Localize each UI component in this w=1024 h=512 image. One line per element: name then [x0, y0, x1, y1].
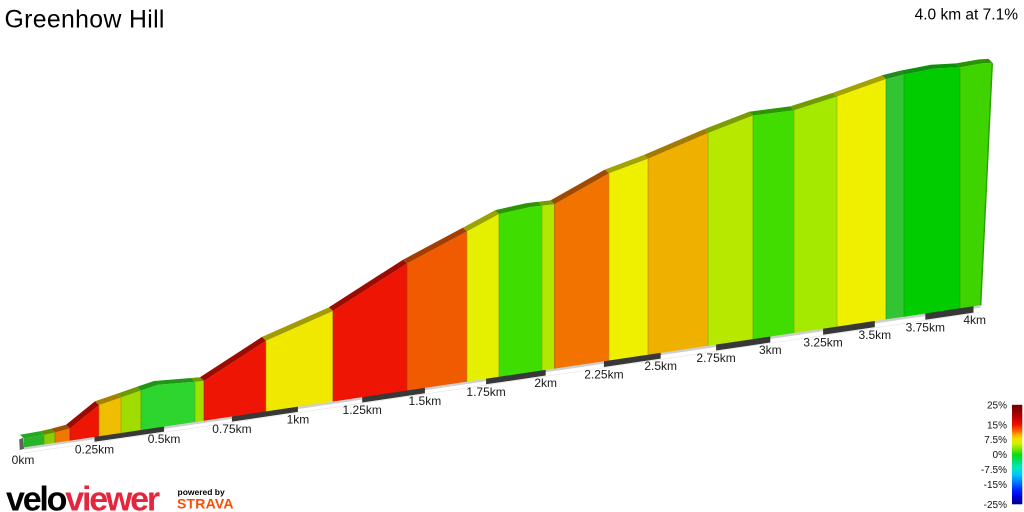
- svg-text:3.5km: 3.5km: [858, 328, 891, 342]
- svg-text:3.25km: 3.25km: [803, 335, 842, 349]
- svg-text:0.25km: 0.25km: [75, 442, 114, 456]
- svg-text:2km: 2km: [534, 376, 557, 390]
- svg-text:3km: 3km: [759, 343, 782, 357]
- svg-text:1.75km: 1.75km: [466, 385, 505, 399]
- svg-text:0.5km: 0.5km: [148, 432, 181, 446]
- svg-text:-25%: -25%: [984, 500, 1007, 511]
- svg-text:1km: 1km: [287, 413, 310, 427]
- svg-text:2.25km: 2.25km: [584, 368, 623, 382]
- svg-text:3.75km: 3.75km: [906, 320, 945, 334]
- svg-text:25%: 25%: [987, 400, 1007, 411]
- svg-text:0km: 0km: [12, 453, 35, 467]
- svg-text:powered by: powered by: [178, 487, 226, 497]
- svg-text:-15%: -15%: [984, 480, 1007, 491]
- svg-text:veloviewer: veloviewer: [6, 481, 160, 512]
- svg-text:-7.5%: -7.5%: [981, 465, 1007, 476]
- svg-text:7.5%: 7.5%: [984, 435, 1007, 446]
- svg-text:0%: 0%: [993, 450, 1008, 461]
- svg-text:STRAVA: STRAVA: [177, 496, 234, 512]
- svg-text:1.5km: 1.5km: [409, 394, 442, 408]
- svg-text:2.5km: 2.5km: [644, 359, 677, 373]
- svg-text:2.75km: 2.75km: [696, 351, 735, 365]
- svg-text:1.25km: 1.25km: [343, 403, 382, 417]
- svg-text:4km: 4km: [963, 313, 986, 327]
- svg-text:0.75km: 0.75km: [212, 422, 251, 436]
- svg-text:Greenhow Hill: Greenhow Hill: [5, 7, 165, 34]
- svg-text:15%: 15%: [987, 420, 1007, 431]
- svg-text:4.0 km at 7.1%: 4.0 km at 7.1%: [915, 7, 1019, 24]
